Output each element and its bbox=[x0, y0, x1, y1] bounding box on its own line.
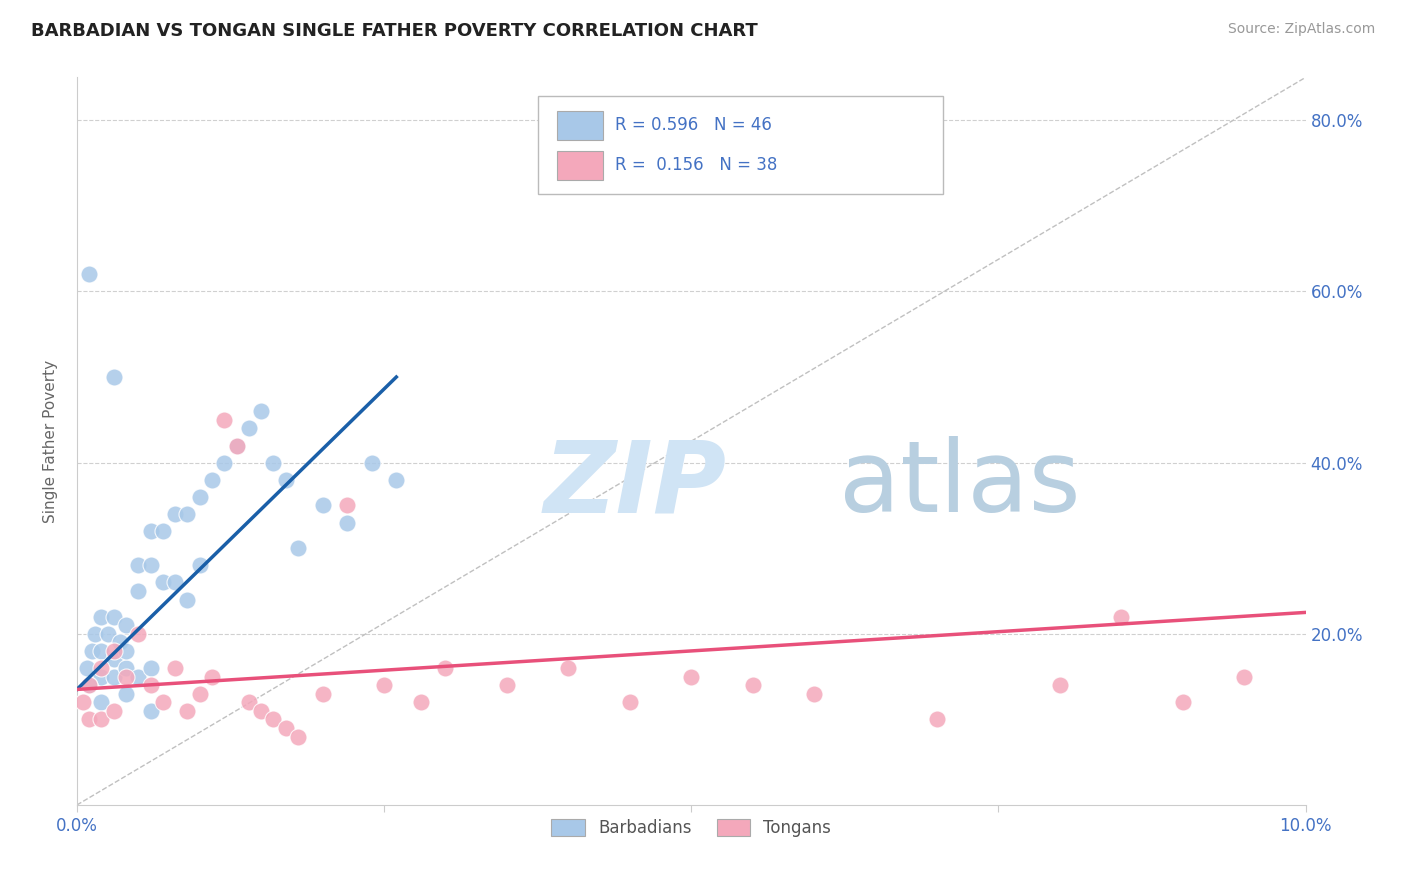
Point bbox=[84, 627, 107, 641]
Point bbox=[373, 678, 395, 692]
Point bbox=[274, 721, 297, 735]
Point bbox=[262, 456, 284, 470]
Point bbox=[152, 695, 174, 709]
Point bbox=[152, 524, 174, 538]
Point bbox=[103, 609, 125, 624]
Point bbox=[336, 516, 359, 530]
Point bbox=[741, 678, 763, 692]
Text: Source: ZipAtlas.com: Source: ZipAtlas.com bbox=[1227, 22, 1375, 37]
Point bbox=[557, 661, 579, 675]
Point bbox=[103, 644, 125, 658]
Point bbox=[287, 541, 309, 556]
Point bbox=[90, 670, 112, 684]
Point bbox=[77, 713, 100, 727]
Point bbox=[90, 661, 112, 675]
Point bbox=[176, 704, 198, 718]
Point bbox=[90, 713, 112, 727]
Point bbox=[311, 687, 333, 701]
Point bbox=[262, 713, 284, 727]
Point bbox=[188, 490, 211, 504]
Point bbox=[115, 687, 138, 701]
Point bbox=[139, 558, 162, 573]
FancyBboxPatch shape bbox=[557, 111, 603, 140]
Point bbox=[176, 507, 198, 521]
Point bbox=[139, 704, 162, 718]
Point bbox=[496, 678, 519, 692]
Point bbox=[139, 661, 162, 675]
Point bbox=[165, 661, 187, 675]
Point bbox=[803, 687, 825, 701]
Point bbox=[80, 644, 103, 658]
Point bbox=[90, 695, 112, 709]
Point bbox=[360, 456, 382, 470]
Point bbox=[115, 661, 138, 675]
Point bbox=[201, 473, 224, 487]
Point bbox=[619, 695, 641, 709]
Point bbox=[201, 670, 224, 684]
Point bbox=[225, 438, 247, 452]
Point bbox=[115, 618, 138, 632]
Point bbox=[287, 730, 309, 744]
Point bbox=[77, 268, 100, 282]
Point bbox=[139, 524, 162, 538]
FancyBboxPatch shape bbox=[537, 95, 943, 194]
Point bbox=[274, 473, 297, 487]
FancyBboxPatch shape bbox=[557, 151, 603, 180]
Point bbox=[77, 678, 100, 692]
Point bbox=[103, 670, 125, 684]
Point bbox=[139, 678, 162, 692]
Legend: Barbadians, Tongans: Barbadians, Tongans bbox=[544, 813, 838, 844]
Point bbox=[385, 473, 408, 487]
Point bbox=[214, 413, 236, 427]
Point bbox=[681, 670, 703, 684]
Point bbox=[165, 507, 187, 521]
Point bbox=[77, 678, 100, 692]
Point bbox=[214, 456, 236, 470]
Point bbox=[115, 644, 138, 658]
Point bbox=[90, 609, 112, 624]
Point bbox=[409, 695, 432, 709]
Point bbox=[76, 661, 98, 675]
Point bbox=[115, 670, 138, 684]
Point bbox=[250, 404, 273, 418]
Point bbox=[925, 713, 948, 727]
Point bbox=[188, 687, 211, 701]
Text: ZIP: ZIP bbox=[544, 436, 727, 533]
Point bbox=[188, 558, 211, 573]
Text: atlas: atlas bbox=[838, 436, 1080, 533]
Point bbox=[1109, 609, 1132, 624]
Point bbox=[127, 584, 149, 599]
Y-axis label: Single Father Poverty: Single Father Poverty bbox=[44, 359, 58, 523]
Point bbox=[225, 438, 247, 452]
Point bbox=[1171, 695, 1194, 709]
Point bbox=[250, 704, 273, 718]
Point bbox=[238, 695, 260, 709]
Point bbox=[103, 370, 125, 384]
Point bbox=[127, 558, 149, 573]
Point bbox=[238, 421, 260, 435]
Point bbox=[103, 652, 125, 666]
Point bbox=[72, 695, 94, 709]
Point bbox=[1233, 670, 1256, 684]
Point bbox=[336, 499, 359, 513]
Point bbox=[97, 627, 120, 641]
Point bbox=[127, 627, 149, 641]
Point bbox=[108, 635, 131, 649]
Point bbox=[1049, 678, 1071, 692]
Point bbox=[127, 670, 149, 684]
Point bbox=[434, 661, 457, 675]
Point bbox=[152, 575, 174, 590]
Point bbox=[103, 704, 125, 718]
Point bbox=[311, 499, 333, 513]
Point bbox=[176, 592, 198, 607]
Text: R =  0.156   N = 38: R = 0.156 N = 38 bbox=[614, 156, 778, 175]
Text: R = 0.596   N = 46: R = 0.596 N = 46 bbox=[614, 117, 772, 135]
Point bbox=[90, 644, 112, 658]
Text: BARBADIAN VS TONGAN SINGLE FATHER POVERTY CORRELATION CHART: BARBADIAN VS TONGAN SINGLE FATHER POVERT… bbox=[31, 22, 758, 40]
Point bbox=[165, 575, 187, 590]
